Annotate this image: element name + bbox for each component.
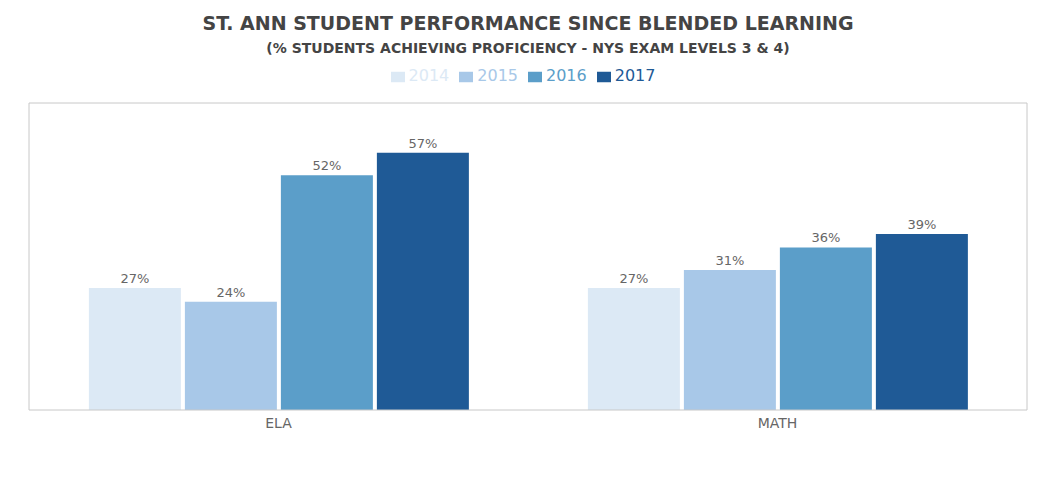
svg-text:27%: 27% bbox=[120, 271, 149, 286]
svg-text:ELA: ELA bbox=[265, 415, 292, 431]
svg-text:24%: 24% bbox=[216, 285, 245, 300]
html-text:ST. ANN STUDENT PERFORMANCE SI: ST. ANN STUDENT PERFORMANCE SINCE BLENDE… bbox=[202, 12, 854, 34]
svg-text:36%: 36% bbox=[811, 230, 840, 245]
html-text:2016: 2016 bbox=[546, 66, 587, 85]
svg-text:52%: 52% bbox=[312, 158, 341, 173]
html-text:2015: 2015 bbox=[477, 66, 518, 85]
html-text:(% STUDENTS ACHIEVING PROFICIE: (% STUDENTS ACHIEVING PROFICIENCY - NYS … bbox=[266, 40, 790, 56]
svg-text:31%: 31% bbox=[715, 253, 744, 268]
svg-text:27%: 27% bbox=[619, 271, 648, 286]
html-text:2017: 2017 bbox=[614, 66, 656, 85]
svg-text:57%: 57% bbox=[408, 136, 437, 151]
html-text:2014: 2014 bbox=[408, 66, 450, 85]
svg-text:39%: 39% bbox=[907, 217, 936, 232]
svg-text:MATH: MATH bbox=[758, 415, 798, 431]
